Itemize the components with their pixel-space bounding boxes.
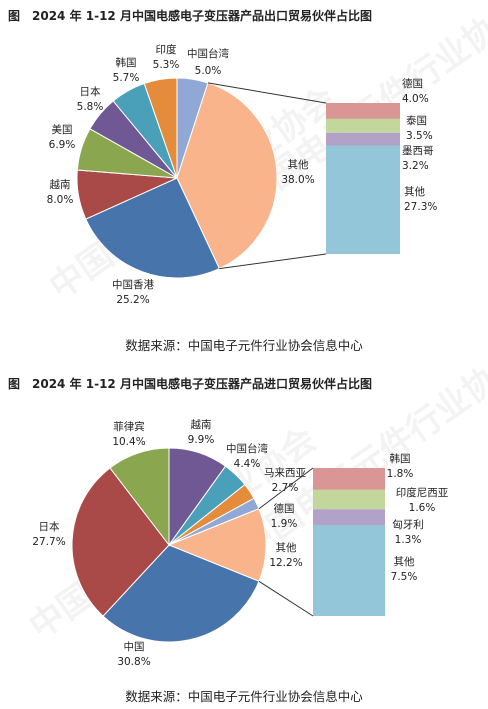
slice-value: 27.7%: [32, 536, 65, 548]
breakdown-value: 27.3%: [404, 201, 437, 213]
pie-slice: [143, 77, 178, 179]
connector-line: [207, 82, 327, 104]
slice-label: 其他: [276, 541, 297, 554]
breakdown-segment: [326, 103, 400, 119]
connector-line: [219, 253, 327, 270]
pie-slice: [167, 508, 267, 582]
slice-label: 德国: [274, 502, 295, 515]
pie-chart-import: 越南 9.9% 中国台湾 4.4%马来西亚 2.7% 德国 1.9% 其他 12.2% 中国 30.…: [32, 418, 448, 668]
slice-label: 美国: [52, 123, 73, 136]
slice-label: 越南: [191, 418, 212, 431]
slice-value: 6.9%: [49, 139, 76, 151]
slice-label: 中国台湾: [187, 47, 229, 60]
pie-slice: [85, 177, 220, 279]
slice-value: 38.0%: [281, 174, 314, 186]
slice-value: 5.0%: [195, 65, 222, 77]
slice-value: 4.4%: [234, 458, 261, 470]
breakdown-label: 韩国: [390, 452, 411, 465]
slice-label: 其他: [288, 158, 309, 171]
slice-label: 韩国: [116, 56, 137, 69]
breakdown-label: 其他: [394, 555, 415, 568]
breakdown-value: 1.3%: [395, 534, 422, 546]
pie-slice: [71, 467, 170, 617]
breakdown-value: 1.6%: [409, 502, 436, 514]
data-source: 数据来源：中国电子元件行业协会信息中心: [125, 338, 363, 353]
breakdown-segment: [326, 132, 400, 146]
breakdown-label: 匈牙利: [392, 518, 424, 531]
breakdown-label: 德国: [402, 77, 423, 90]
slice-value: 25.2%: [116, 294, 149, 306]
pie-slice: [109, 447, 170, 547]
slice-value: 5.8%: [77, 101, 104, 113]
chart-title: 图 2024 年 1-12 月中国电感电子变压器产品进口贸易伙伴占比图: [8, 376, 372, 391]
breakdown-label: 其他: [404, 185, 425, 198]
slice-label: 菲律宾: [113, 420, 145, 433]
slice-label: 中国香港: [112, 278, 154, 291]
breakdown-label: 印度尼西亚: [396, 486, 449, 499]
connector-line: [258, 580, 314, 617]
breakdown-value: 4.0%: [402, 93, 429, 105]
connector-line: [258, 467, 314, 510]
breakdown-value: 1.8%: [387, 468, 414, 480]
slice-value: 10.4%: [112, 436, 145, 448]
slice-label: 越南: [50, 178, 71, 191]
slice-label: 印度: [156, 43, 177, 56]
slice-label: 日本: [39, 520, 60, 533]
slice-value: 1.9%: [271, 518, 298, 530]
pie-slice: [102, 544, 260, 643]
data-source: 数据来源：中国电子元件行业协会信息中心: [125, 689, 363, 704]
slice-label: 马来西亚: [264, 467, 306, 479]
slice-value: 30.8%: [117, 656, 150, 668]
slice-label: 中国台湾: [226, 442, 268, 455]
breakdown-segment: [313, 489, 385, 510]
breakdown-label: 墨西哥: [402, 145, 434, 157]
breakdown-segment: [326, 145, 400, 254]
breakdown-segment: [313, 509, 385, 526]
breakdown-value: 3.5%: [406, 130, 433, 142]
slice-value: 2.7%: [272, 482, 299, 494]
breakdown-value: 3.2%: [402, 160, 429, 172]
chart-title: 图 2024 年 1-12 月中国电感电子变压器产品出口贸易伙伴占比图: [8, 8, 372, 23]
breakdown-value: 7.5%: [391, 571, 418, 583]
slice-value: 8.0%: [47, 194, 74, 206]
breakdown-segment: [326, 118, 400, 133]
slice-value: 12.2%: [269, 557, 302, 569]
pie-slice: [176, 82, 278, 270]
slice-label: 日本: [80, 85, 101, 98]
slice-value: 9.9%: [188, 434, 215, 446]
slice-value: 5.3%: [153, 59, 180, 71]
slice-label: 中国: [124, 640, 145, 653]
breakdown-segment: [313, 525, 385, 616]
pie-chart-export: 中国台湾 5.0% 其他 38.0% 中国香港 25.2% 越南 8.0% 美国 6.9% 日本 5.…: [47, 43, 438, 306]
slice-value: 5.7%: [113, 72, 140, 84]
breakdown-label: 泰国: [406, 114, 427, 127]
breakdown-segment: [313, 468, 385, 490]
